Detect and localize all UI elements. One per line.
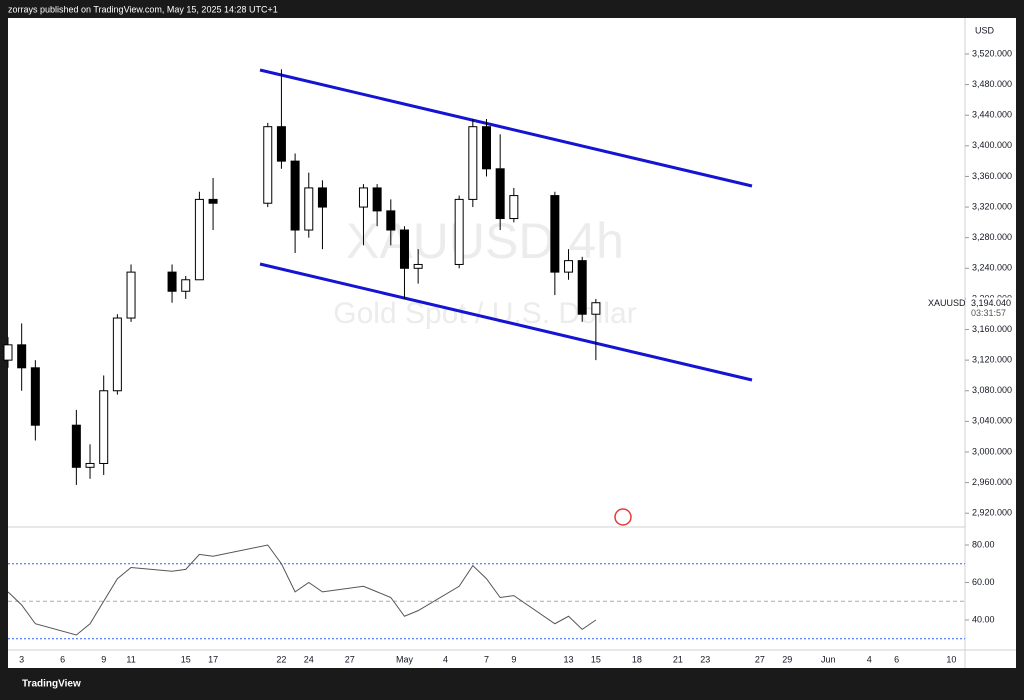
x-tick-label: May: [396, 654, 414, 664]
event-icon[interactable]: [614, 508, 632, 526]
candle-body: [495, 168, 505, 220]
x-tick-label: 13: [564, 654, 574, 664]
y-tick-label: 3,360.000: [972, 171, 1012, 181]
x-tick-label: 27: [345, 654, 355, 664]
candle-body: [564, 260, 574, 273]
y-tick-label: 3,120.000: [972, 355, 1012, 365]
last-price-label: 3,194.040: [971, 298, 1011, 308]
y-tick-label: 3,480.000: [972, 79, 1012, 89]
watermark-subtitle: Gold Spot / U.S. Dollar: [333, 297, 636, 330]
candle-body: [276, 126, 286, 162]
channel-upper: [259, 68, 753, 188]
x-tick-label: 18: [632, 654, 642, 664]
candle-body: [317, 187, 327, 208]
candle-body: [126, 271, 136, 319]
x-tick-label: 15: [181, 654, 191, 664]
candle-body: [386, 210, 396, 231]
y-tick-label: 3,160.000: [972, 324, 1012, 334]
candle-body: [71, 424, 81, 468]
countdown: 03:31:57: [971, 308, 1006, 318]
canvas: [8, 18, 1016, 668]
candle-body: [550, 195, 560, 273]
candle-body: [3, 344, 13, 361]
y-tick-label: 3,080.000: [972, 385, 1012, 395]
x-tick-label: 10: [946, 654, 956, 664]
x-tick-label: 6: [894, 654, 899, 664]
candle-body: [30, 367, 40, 426]
rsi-line: [7, 544, 597, 636]
y-tick-label: 3,000.000: [972, 446, 1012, 456]
y-tick-label: 60.00: [972, 577, 995, 587]
candle-body: [577, 260, 587, 315]
candle-body: [181, 279, 191, 292]
x-tick-label: 9: [101, 654, 106, 664]
x-tick-label: 7: [484, 654, 489, 664]
candle-body: [591, 302, 601, 315]
y-tick-label: 40.00: [972, 614, 995, 624]
candle-body: [167, 271, 177, 292]
candle-body: [112, 317, 122, 392]
x-tick-label: 9: [511, 654, 516, 664]
y-tick-label: 3,040.000: [972, 416, 1012, 426]
y-tick-label: 2,960.000: [972, 477, 1012, 487]
candle-body: [372, 187, 382, 212]
candle-body: [304, 187, 314, 231]
channel-lower: [259, 262, 753, 382]
y-tick-label: 3,240.000: [972, 263, 1012, 273]
x-tick-label: 17: [208, 654, 218, 664]
x-tick-label: 11: [126, 654, 135, 664]
y-tick-label: 80.00: [972, 539, 995, 549]
candle-body: [99, 390, 109, 464]
candle-body: [17, 344, 27, 369]
candle-body: [208, 198, 218, 204]
candle-body: [399, 229, 409, 269]
x-tick-label: Jun: [821, 654, 836, 664]
candle-body: [194, 198, 204, 281]
x-tick-label: 6: [60, 654, 65, 664]
candle-body: [263, 126, 273, 204]
candle-body: [290, 160, 300, 231]
x-tick-label: 27: [755, 654, 765, 664]
x-tick-label: 15: [591, 654, 601, 664]
symbol-label: XAUUSD: [928, 298, 966, 308]
candle-body: [468, 126, 478, 200]
candle-body: [413, 263, 423, 269]
y-tick-label: 3,400.000: [972, 140, 1012, 150]
currency: USD: [975, 25, 995, 35]
candle-body: [358, 187, 368, 208]
y-tick-label: 2,920.000: [972, 508, 1012, 518]
y-tick-label: 3,440.000: [972, 110, 1012, 120]
x-tick-label: 4: [867, 654, 872, 664]
candle-body: [509, 195, 519, 220]
x-tick-label: 24: [304, 654, 314, 664]
candle-body: [454, 198, 464, 265]
y-tick-label: 3,320.000: [972, 201, 1012, 211]
x-tick-label: 21: [673, 654, 683, 664]
x-tick-label: 23: [700, 654, 710, 664]
x-tick-label: 4: [443, 654, 448, 664]
x-tick-label: 29: [782, 654, 792, 664]
y-tick-label: 3,520.000: [972, 48, 1012, 58]
header: zorrays published on TradingView.com, Ma…: [8, 4, 278, 14]
footer: TradingView: [22, 679, 81, 690]
candle-body: [85, 462, 95, 468]
y-tick-label: 3,280.000: [972, 232, 1012, 242]
x-tick-label: 22: [276, 654, 286, 664]
x-tick-label: 3: [19, 654, 24, 664]
candle-body: [482, 126, 491, 170]
last-price-box: [966, 297, 1016, 320]
